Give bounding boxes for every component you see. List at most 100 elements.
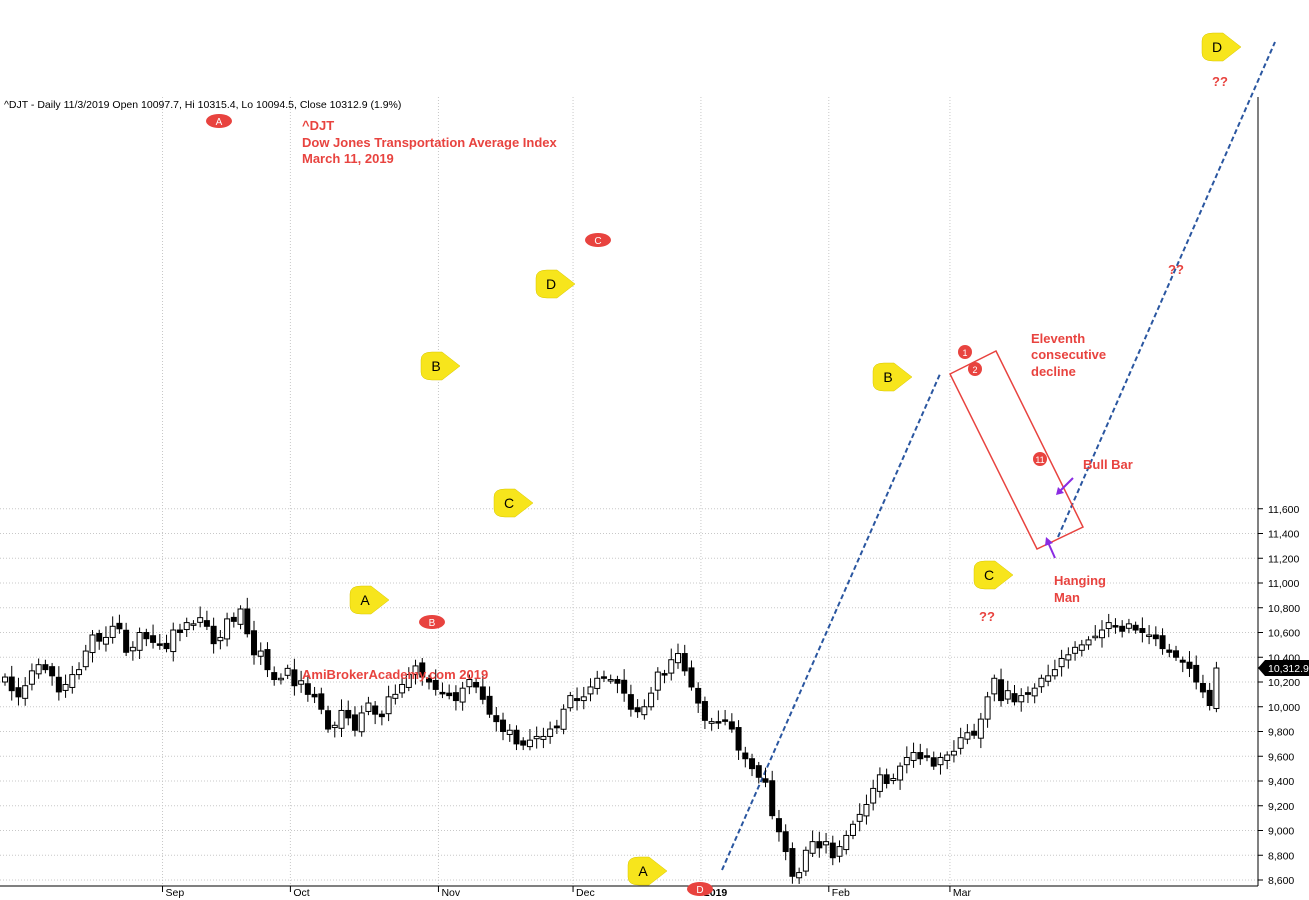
candle-body <box>910 752 917 761</box>
candle-body <box>358 712 365 733</box>
y-tick-label: 10,800 <box>1268 603 1300 615</box>
candle-body <box>203 620 210 627</box>
candle-body <box>661 673 668 676</box>
candle-body <box>129 646 136 652</box>
candle-body <box>917 752 924 760</box>
candle-body <box>116 622 123 630</box>
candle-body <box>244 608 251 635</box>
count-marker <box>968 362 982 376</box>
candle-body <box>412 665 419 676</box>
annotation-question-mid: ?? <box>1168 262 1184 277</box>
x-tick-label: Sep <box>166 887 185 899</box>
candle-body <box>1038 677 1045 688</box>
candle-body <box>459 687 466 703</box>
candle-body <box>526 739 533 748</box>
yellow-wave-callout-label: D <box>1212 39 1222 55</box>
y-axis: 8,600 8,800 9,000 9,200 9,400 9,600 9,800 10,00… <box>1257 97 1309 887</box>
yellow-wave-callout <box>349 585 390 615</box>
candle-body <box>627 694 634 710</box>
candle-body <box>1085 639 1092 646</box>
yellow-wave-callout-label: C <box>504 495 514 511</box>
candle-body <box>35 664 42 675</box>
candle-body <box>977 718 984 739</box>
red-wave-marker <box>419 615 445 629</box>
candle-body <box>621 679 628 694</box>
y-tick-label: 10,200 <box>1268 677 1300 689</box>
candle-body <box>22 685 29 699</box>
yellow-wave-callout <box>627 856 668 886</box>
hanging-man-arrowhead <box>1045 537 1053 546</box>
yellow-wave-callout-label: A <box>360 592 370 608</box>
candle-body <box>1125 623 1132 629</box>
candle-body <box>600 676 607 679</box>
yellow-wave-callout <box>493 488 534 518</box>
candles <box>2 597 1220 884</box>
candle-body <box>210 625 217 645</box>
candle-body <box>493 715 500 723</box>
candle-body <box>648 692 655 708</box>
count-marker <box>958 345 972 359</box>
candle-body <box>69 674 76 688</box>
candle-body <box>843 834 850 851</box>
candle-body <box>419 662 426 678</box>
candle-body <box>1031 687 1038 697</box>
candle-body <box>102 636 109 645</box>
candle-body <box>782 831 789 853</box>
candle-body <box>809 841 816 854</box>
red-wave-marker-label: A <box>216 117 223 128</box>
red-wave-marker-label: D <box>696 885 703 896</box>
candle-body <box>553 725 560 729</box>
x-tick-label: Dec <box>576 887 595 899</box>
candle-body <box>432 680 439 690</box>
candle-body <box>76 669 83 676</box>
candle-body <box>742 752 749 760</box>
count-marker-label: 1 <box>962 348 967 358</box>
candle-body <box>560 708 567 730</box>
candle-body <box>540 735 547 740</box>
candle-body <box>971 730 978 736</box>
red-wave-marker <box>687 882 713 896</box>
candle-body <box>1179 659 1186 663</box>
annotation-consecutive: consecutive <box>1031 347 1107 362</box>
yellow-wave-callout-label: B <box>431 358 440 374</box>
candle-body <box>1011 693 1018 703</box>
candle-body <box>325 710 332 730</box>
candle-body <box>681 653 688 672</box>
candle-body <box>230 616 237 622</box>
annotation-question-d: ?? <box>1212 74 1228 89</box>
decline-channel-box <box>948 349 1085 550</box>
y-tick-label: 8,600 <box>1268 875 1294 887</box>
candle-body <box>28 670 35 685</box>
candle-body <box>708 721 715 724</box>
candle-body <box>156 643 163 646</box>
candle-body <box>749 758 756 770</box>
candle-body <box>15 687 22 698</box>
x-tick-label: Nov <box>441 887 460 899</box>
chart-title-symbol: ^DJT <box>302 118 335 133</box>
candle-body <box>89 634 96 654</box>
candle-body <box>197 617 204 623</box>
candle-body <box>277 677 284 681</box>
candle-body <box>500 719 507 732</box>
candle-body <box>715 721 722 724</box>
candle-body <box>49 666 56 677</box>
candle-body <box>856 813 863 822</box>
candle-body <box>533 735 540 740</box>
candle-body <box>775 818 782 833</box>
candle-body <box>224 618 231 640</box>
annotation-arrows <box>1045 477 1074 559</box>
candle-body <box>594 677 601 689</box>
candle-body <box>311 693 318 698</box>
candle-body <box>446 692 453 697</box>
candle-body <box>2 676 8 683</box>
candle-body <box>1166 649 1173 653</box>
candle-body <box>654 671 661 691</box>
yellow-wave-callout <box>1201 32 1242 62</box>
candle-body <box>1193 664 1200 683</box>
candle-body <box>506 729 513 735</box>
candle-body <box>170 629 177 653</box>
candle-body <box>163 642 170 650</box>
bull-bar-arrowhead <box>1056 487 1064 495</box>
candle-body <box>385 696 392 715</box>
candle-body <box>1132 624 1139 631</box>
